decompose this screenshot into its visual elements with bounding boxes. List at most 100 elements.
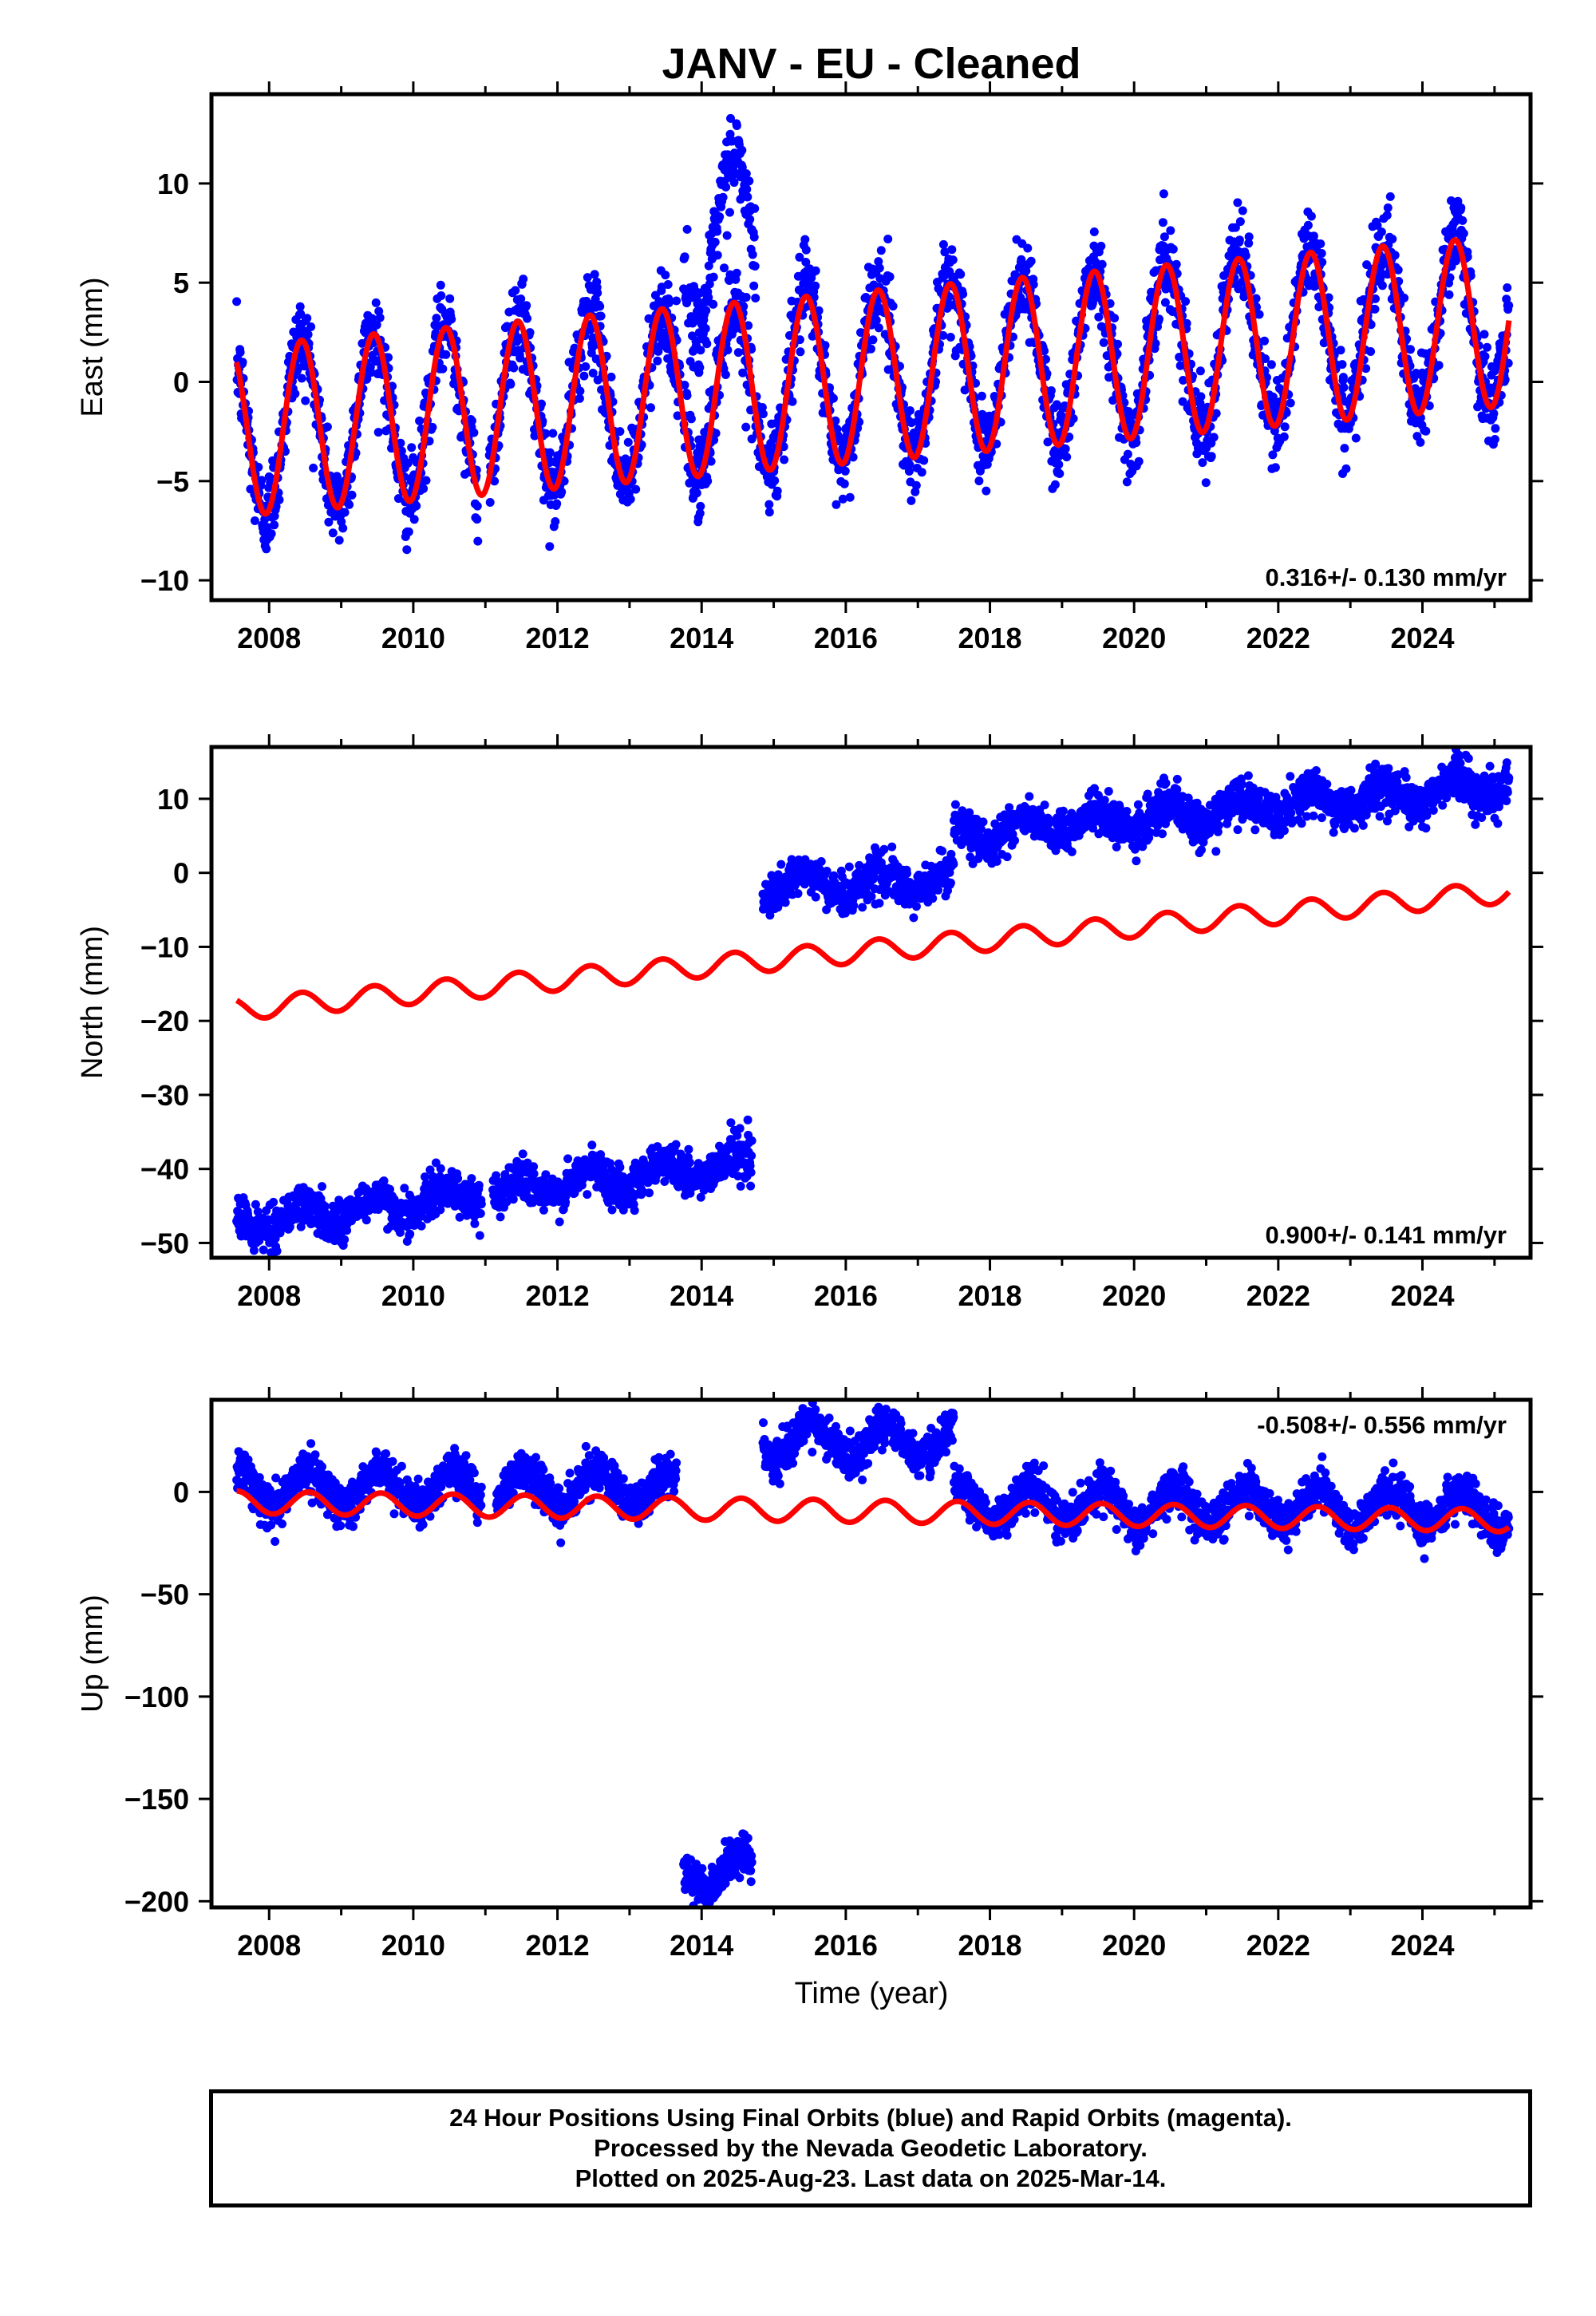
east-y-tick-label: 10 (157, 168, 189, 200)
east-point (1166, 226, 1175, 235)
east-point (1385, 192, 1395, 201)
east-point (866, 344, 875, 354)
east-point (623, 437, 633, 447)
east-point (709, 272, 718, 282)
east-point (885, 272, 895, 282)
east-point (725, 129, 735, 139)
east-point (713, 227, 722, 236)
north-point (684, 1144, 693, 1154)
east-point (1061, 444, 1070, 453)
east-point (1261, 354, 1270, 363)
east-point (1280, 422, 1290, 432)
east-y-tick-label: 0 (173, 366, 189, 399)
north-point (395, 1227, 405, 1237)
east-point (1309, 231, 1318, 241)
east-point (1434, 361, 1444, 370)
east-point (421, 476, 431, 485)
east-point (1023, 243, 1033, 253)
east-point (748, 250, 757, 259)
east-point (1209, 433, 1219, 442)
east-point (751, 294, 760, 302)
east-point (1406, 345, 1415, 354)
east-point (1421, 426, 1431, 436)
east-point (1361, 364, 1371, 373)
east-point (250, 516, 259, 525)
east-point (428, 422, 437, 432)
east-point (1196, 392, 1206, 401)
east-point (1338, 373, 1348, 382)
east-point (596, 311, 606, 321)
east-point (1122, 477, 1132, 487)
east-x-tick-label: 2016 (814, 622, 878, 654)
north-point (630, 1206, 639, 1215)
east-point (1055, 469, 1065, 478)
north-point (618, 1205, 628, 1215)
east-point (537, 399, 546, 409)
east-point (811, 266, 820, 275)
east-point (845, 492, 855, 502)
east-point (661, 271, 670, 280)
east-point (758, 409, 768, 419)
east-point (322, 422, 332, 432)
east-point (696, 501, 705, 511)
east-point (874, 257, 883, 267)
east-point (875, 263, 884, 273)
east-point (831, 416, 840, 425)
east-point (557, 487, 567, 496)
east-point (741, 169, 751, 179)
east-point (575, 393, 584, 403)
east-point (525, 328, 535, 338)
east-point (814, 306, 824, 315)
east-point (749, 281, 759, 290)
east-point (232, 297, 242, 306)
north-point (645, 1188, 654, 1198)
east-point (1416, 437, 1425, 447)
east-point (1178, 397, 1187, 406)
east-point (1151, 338, 1160, 348)
east-point (680, 252, 689, 262)
east-point (631, 484, 641, 494)
north-point (780, 898, 790, 907)
east-point (695, 363, 705, 372)
east-point (1370, 304, 1380, 314)
east-point (1254, 310, 1264, 319)
east-point (840, 466, 850, 476)
east-point (397, 446, 406, 456)
east-point (711, 429, 721, 438)
east-point (876, 246, 886, 255)
north-point (811, 892, 820, 902)
north-point (251, 1199, 260, 1209)
east-point (445, 294, 455, 303)
east-point (718, 192, 728, 202)
east-point (883, 235, 893, 243)
east-point (1459, 229, 1468, 238)
north-point (726, 1118, 736, 1128)
east-point (583, 273, 592, 283)
east-point (723, 346, 733, 355)
east-plot-frame (209, 92, 1533, 603)
east-point (485, 498, 495, 507)
east-point (1134, 456, 1144, 466)
east-point (1244, 239, 1254, 248)
east-point (1198, 458, 1207, 468)
east-point (403, 458, 413, 468)
north-point (615, 1163, 625, 1172)
north-point (867, 891, 876, 901)
north-point (259, 1245, 268, 1255)
north-point (431, 1158, 440, 1168)
east-point (1491, 424, 1500, 433)
east-point (1158, 218, 1167, 227)
east-point (743, 192, 753, 202)
east-point (235, 348, 245, 357)
east-point (796, 347, 805, 357)
east-point (467, 416, 476, 425)
east-point (509, 363, 519, 373)
east-point (680, 381, 689, 389)
east-point (1479, 330, 1489, 339)
east-point (1447, 196, 1456, 205)
east-point (295, 302, 305, 311)
north-point (747, 1136, 757, 1145)
east-x-tick-label: 2020 (1102, 622, 1166, 654)
east-point (710, 237, 720, 247)
east-point (1260, 336, 1269, 346)
